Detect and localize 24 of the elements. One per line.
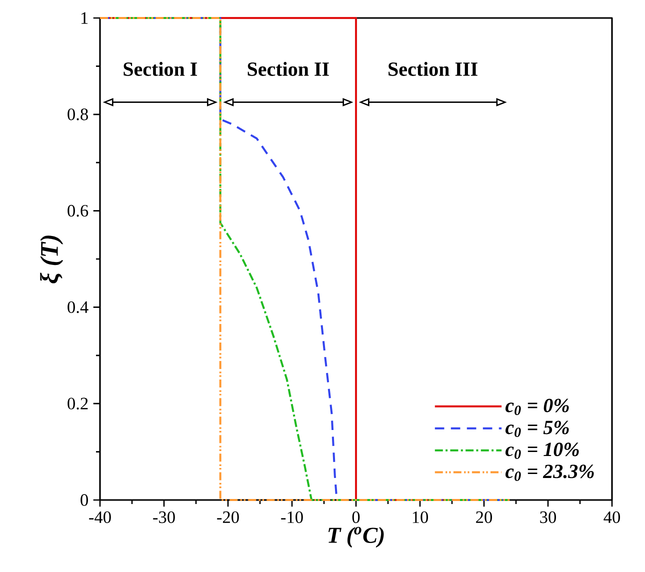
x-tick-label: -40 bbox=[89, 511, 111, 524]
y-tick-label: 0.6 bbox=[68, 204, 88, 217]
x-tick-label: 0 bbox=[352, 511, 360, 524]
annotation: Section III bbox=[388, 62, 478, 76]
y-tick-label: 0.8 bbox=[68, 108, 88, 120]
annotation: Section I bbox=[124, 62, 197, 76]
y-tick-label: 1 bbox=[81, 12, 88, 24]
x-tick-label: -10 bbox=[281, 511, 303, 524]
x-tick-label: -20 bbox=[217, 511, 239, 524]
y-axis-title: ξ (T) bbox=[40, 236, 64, 284]
x-tick-label: 40 bbox=[604, 511, 620, 524]
y-tick-label: 0.2 bbox=[68, 398, 88, 410]
legend-label: c$_{0}$ = 10% bbox=[506, 442, 579, 459]
legend-label: c$_{0}$ = 23.3% bbox=[506, 464, 594, 481]
legend-label: c$_{0}$ = 0% bbox=[506, 398, 569, 416]
x-tick-label: 30 bbox=[540, 511, 556, 524]
y-tick-label: 0 bbox=[80, 494, 88, 506]
x-axis-title: T ($^{o}$C) bbox=[328, 526, 384, 548]
annotation: Section II bbox=[248, 62, 329, 76]
legend-label: c$_{0}$ = 5% bbox=[506, 420, 569, 438]
x-tick-label: -30 bbox=[153, 511, 175, 524]
y-tick-label: 0.4 bbox=[68, 301, 88, 314]
x-tick-label: 10 bbox=[412, 511, 428, 524]
x-tick-label: 20 bbox=[476, 511, 492, 524]
